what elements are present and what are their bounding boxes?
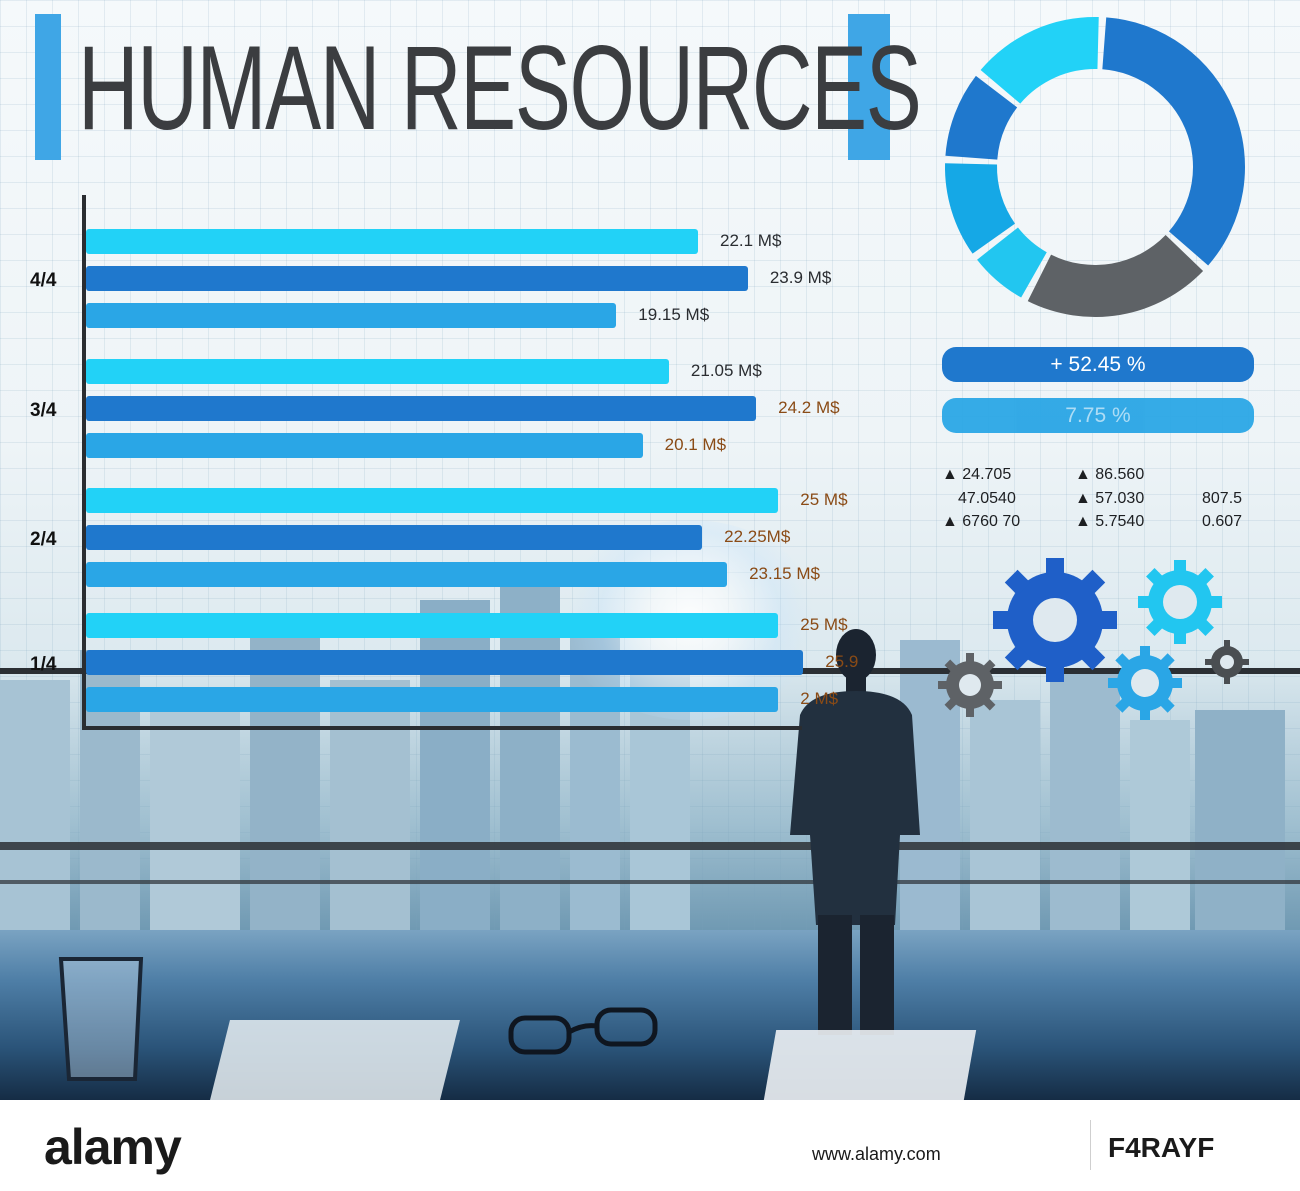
water-glass: [58, 957, 144, 1081]
map-document: [763, 1030, 977, 1100]
bar: [86, 396, 757, 421]
bar-value-label: 24.2 M$: [778, 398, 840, 417]
gear-icon: [1138, 560, 1222, 644]
gear-icon: [993, 558, 1117, 682]
percentage-value: + 52.45 %: [1050, 353, 1146, 376]
donut-chart: [945, 17, 1245, 317]
stat-value: 807.5: [1202, 490, 1243, 507]
stat-value: 47.0540: [958, 490, 1016, 507]
bar-value-label: 22.1 M$: [720, 231, 782, 250]
bar: [86, 562, 728, 587]
title-accent-right: [848, 14, 890, 160]
bar: [86, 488, 779, 513]
donut-slice: [1027, 234, 1204, 317]
eyeglasses: [508, 1007, 658, 1055]
donut-slice: [945, 75, 1018, 160]
title-accent-left: [35, 14, 61, 160]
watermark-logo: alamy: [44, 1119, 182, 1175]
watermark-footer: [0, 1100, 1300, 1191]
bar: [86, 229, 698, 254]
bar: [86, 303, 617, 328]
donut-slice: [1102, 17, 1245, 266]
bar-value-label: 25 M$: [800, 490, 848, 509]
stat-value: ▲ 5.7540: [1075, 513, 1145, 530]
bar-value-label: 25 M$: [800, 615, 848, 634]
window-rail: [0, 880, 1300, 884]
businessman-silhouette: [790, 629, 920, 1035]
bar: [86, 433, 643, 458]
secondary-value: 7.75 %: [1065, 404, 1131, 427]
y-tick-label: 2/4: [30, 529, 57, 550]
bar-value-label: 2 M$: [800, 689, 839, 708]
y-tick-label: 1/4: [30, 654, 57, 675]
secondary-pill: 7.75 %: [942, 398, 1254, 433]
watermark-credit: www.alamy.com: [812, 1144, 941, 1164]
bar: [86, 687, 779, 712]
bar: [86, 613, 779, 638]
stat-value: ▲ 24.705: [942, 466, 1012, 483]
bar: [86, 650, 804, 675]
bar-value-label: 23.15 M$: [749, 564, 820, 583]
gear-icon: [1108, 646, 1182, 720]
x-axis: [82, 726, 802, 730]
stat-value: 0.607: [1202, 513, 1243, 530]
bar: [86, 359, 669, 384]
page-title: HUMAN RESOURCES: [78, 21, 922, 155]
percentage-pill: + 52.45 %: [942, 347, 1254, 382]
bar: [86, 525, 703, 550]
stat-value: ▲ 6760 70: [942, 513, 1021, 530]
y-tick-label: 4/4: [30, 270, 57, 291]
paper-document: [210, 1020, 460, 1100]
bar-value-label: 19.15 M$: [638, 305, 710, 324]
donut-slice: [980, 17, 1099, 104]
gear-icon: [1205, 640, 1249, 684]
y-axis: [82, 195, 86, 730]
bar-value-label: 22.25M$: [724, 527, 791, 546]
bar-value-label: 20.1 M$: [664, 435, 727, 454]
stat-value: ▲ 57.030: [1075, 490, 1145, 507]
y-tick-label: 3/4: [30, 400, 57, 421]
footer-divider: [1090, 1120, 1091, 1170]
bar-value-label: 25.9: [825, 652, 859, 671]
donut-slice: [977, 227, 1047, 298]
donut-slice: [945, 163, 1016, 254]
window-frame-lower: [0, 842, 1300, 850]
bar-value-label: 21.05 M$: [690, 361, 762, 380]
stat-value: ▲ 86.560: [1075, 466, 1145, 483]
bar: [86, 266, 748, 291]
bar-value-label: 23.9 M$: [769, 268, 832, 287]
image-id: F4RAYF: [1108, 1132, 1215, 1163]
gear-icon: [938, 653, 1002, 717]
photo-scene: [0, 0, 1300, 1100]
gears-illustration: [938, 558, 1249, 720]
